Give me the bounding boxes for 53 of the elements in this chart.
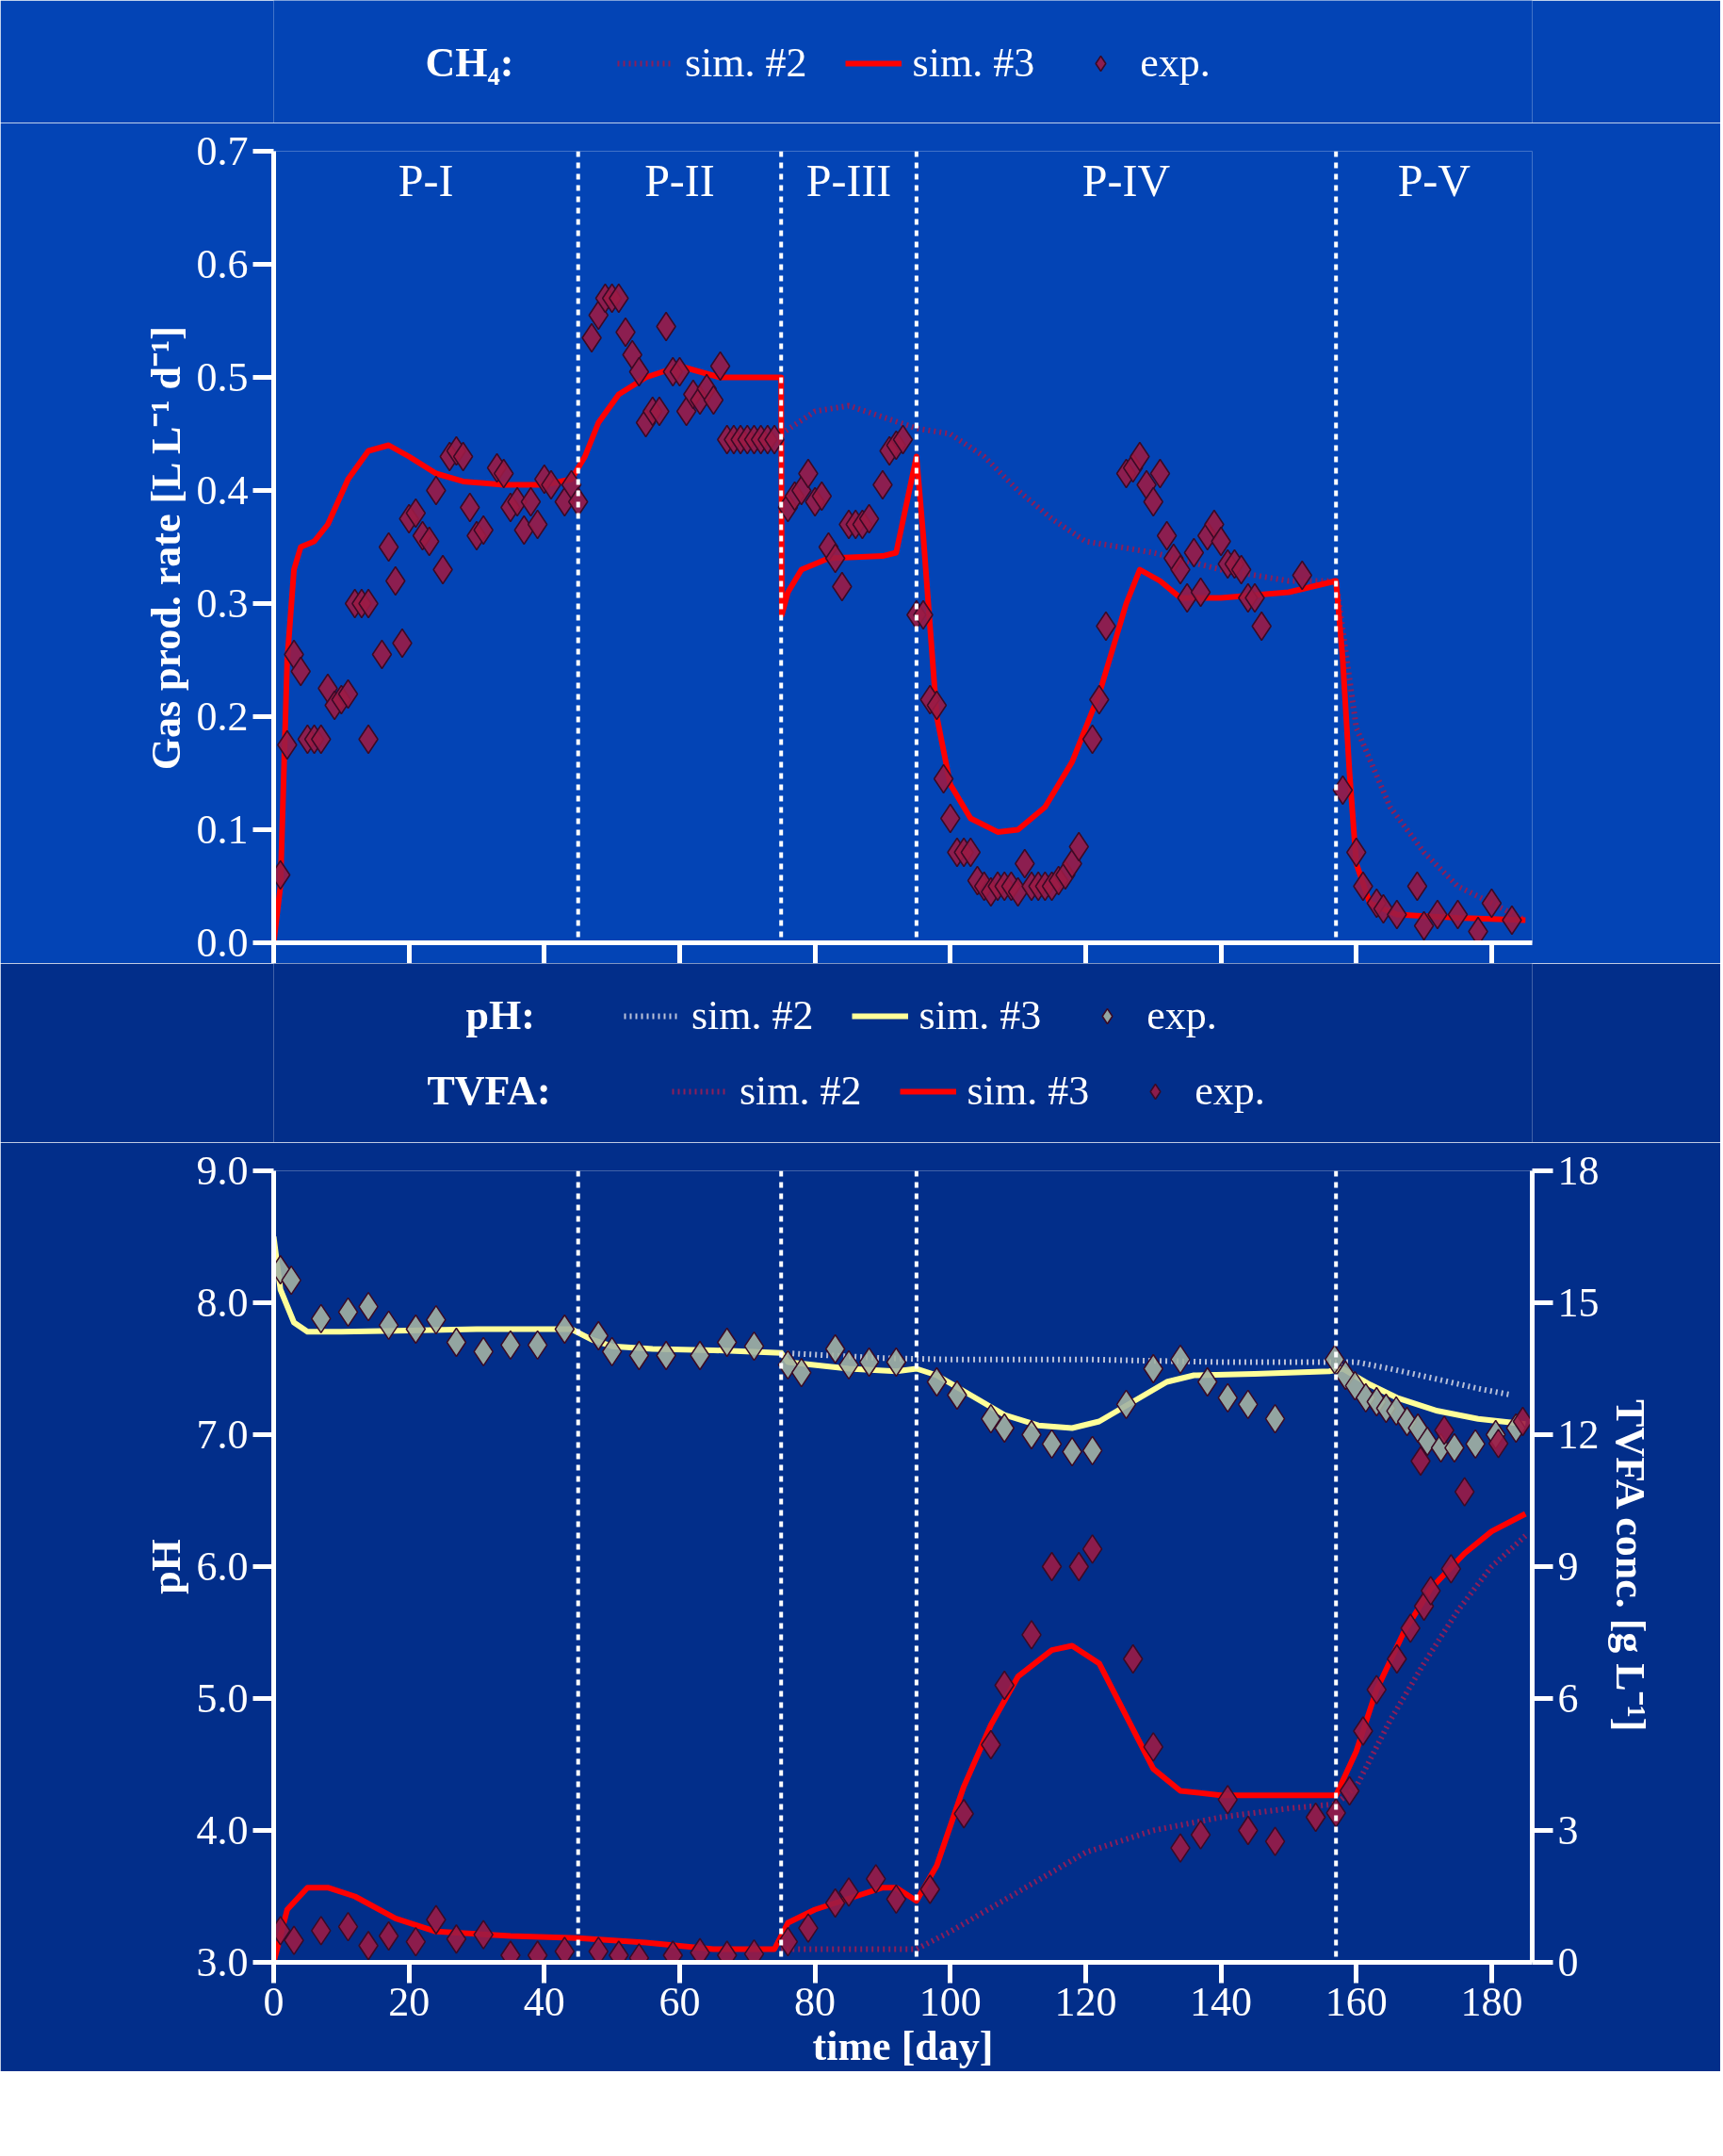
y-tick-label: 0.3 [196,580,249,627]
y-tick-label: 0.6 [196,241,249,287]
y-axis-title: Gas prod. rate [L L⁻¹ d⁻¹] [142,326,189,771]
y-tick-label: 9.0 [196,1148,249,1194]
legend-label: sim. #2 [685,39,807,87]
x-tick-label: 180 [1460,1978,1523,2025]
x-tick-label: 100 [918,1978,982,2025]
x-tick-label: 120 [1054,1978,1117,2025]
y-tick-label: 6.0 [196,1544,249,1590]
y-tick-label: 7.0 [196,1412,249,1458]
annotation: P-I [398,155,454,205]
legend-label: sim. #3 [918,991,1042,1039]
legend-label: sim. #2 [691,991,814,1039]
text: TVFA: [427,1068,551,1114]
legend-title: pH: [465,992,535,1038]
x-tick-label: 20 [388,1978,431,2025]
legend-label: exp. [1195,1067,1265,1115]
y2-tick-label: 9 [1557,1544,1579,1590]
legend-title: CH₄: [425,40,514,86]
y-tick-label: 8.0 [196,1280,249,1326]
y2-tick-label: 0 [1557,1939,1579,1985]
y-tick-label: 0.4 [196,467,249,514]
annotation: P-IV [1081,155,1171,205]
y2-axis-title: TVFA conc. [g L⁻¹] [1606,1399,1653,1732]
y-tick-label: 0.2 [196,694,249,740]
y-axis-title: pH [142,1539,189,1594]
x-tick-label: 80 [794,1978,837,2025]
legend-label: exp. [1140,39,1211,87]
legend-label: sim. #2 [740,1067,862,1115]
y2-tick-label: 18 [1557,1148,1600,1194]
x-tick-label: 0 [263,1978,284,2025]
x-tick-label: 140 [1190,1978,1253,2025]
legend-label: exp. [1146,991,1217,1039]
legend-label: sim. #3 [912,39,1035,87]
legend-label: sim. #3 [967,1067,1090,1115]
annotation: P-V [1397,155,1471,205]
y2-tick-label: 12 [1557,1412,1600,1458]
x-tick-label: 60 [658,1978,701,2025]
y-tick-label: 0.1 [196,807,249,853]
y-tick-label: 0.5 [196,354,249,400]
y2-tick-label: 6 [1557,1675,1579,1722]
x-tick-label: 40 [523,1978,565,2025]
y-tick-label: 3.0 [196,1939,249,1985]
y2-tick-label: 15 [1557,1280,1600,1326]
y-tick-label: 5.0 [196,1675,249,1722]
y-tick-label: 0.7 [196,128,249,174]
y-tick-label: 0.0 [196,920,249,966]
y-tick-label: 4.0 [196,1807,249,1854]
y2-tick-label: 3 [1557,1807,1579,1854]
annotation: P-III [805,155,892,205]
annotation: P-II [644,155,715,205]
x-tick-label: 160 [1325,1978,1388,2025]
x-axis-title: time [day] [812,2022,994,2069]
